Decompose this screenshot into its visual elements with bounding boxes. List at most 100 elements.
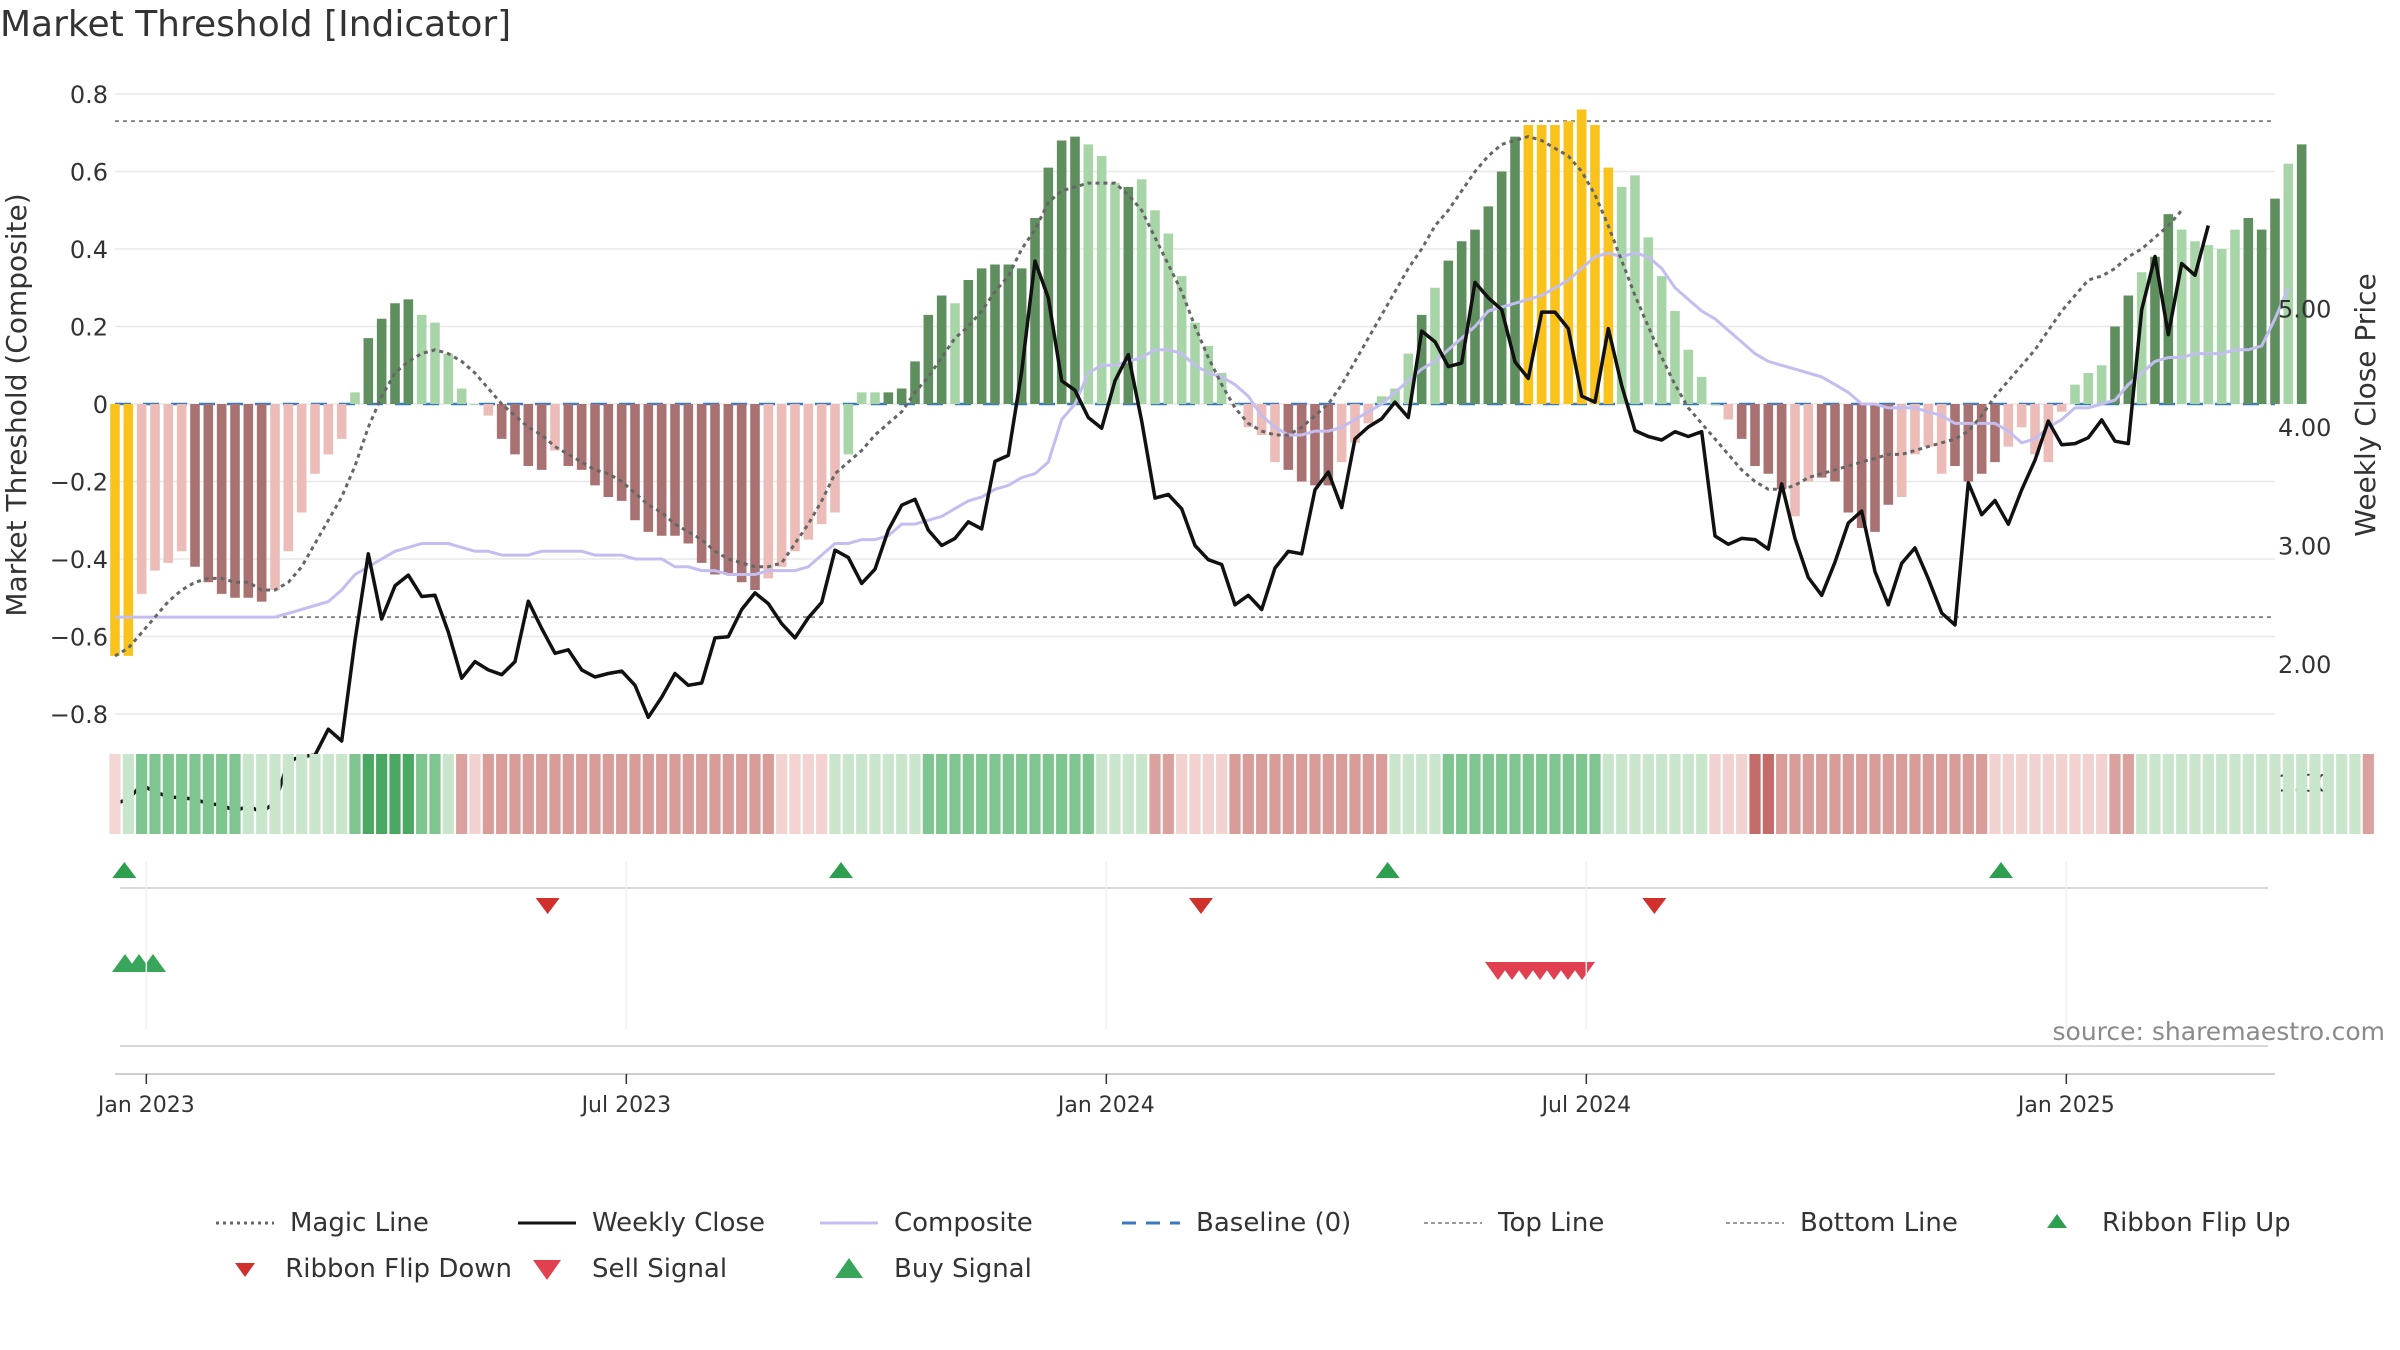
ribbon-cell (122, 754, 134, 834)
ribbon-cell (1642, 754, 1654, 834)
legend-item-ribbon-flip-down: Ribbon Flip Down (210, 1254, 512, 1284)
composite-bar (2283, 163, 2294, 404)
ribbon-cell (2149, 754, 2161, 834)
ribbon-cell (1162, 754, 1174, 834)
ribbon-cell (1696, 754, 1708, 834)
ribbon-cell (1669, 754, 1681, 834)
ribbon-cell (1269, 754, 1281, 834)
ribbon-cell (2189, 754, 2201, 834)
ribbon-cell (1002, 754, 1014, 834)
ribbon-cell (842, 754, 854, 834)
composite-bar (2216, 249, 2227, 404)
sell-signal-marker (1569, 962, 1595, 980)
ribbon-cell (1482, 754, 1494, 834)
legend-label: Ribbon Flip Up (2102, 1208, 2291, 1238)
composite-bar (923, 314, 934, 404)
ribbon-cell (1562, 754, 1574, 834)
dashed-line-icon (1116, 1208, 1186, 1238)
ribbon-cell (656, 754, 668, 834)
legend-label: Top Line (1498, 1208, 1605, 1238)
composite-bar (1856, 404, 1867, 528)
composite-bar (2190, 241, 2200, 404)
ribbon-cell (376, 754, 388, 834)
ribbon-cell (576, 754, 588, 834)
y-tick-label-right: 4.00 (2278, 414, 2331, 442)
composite-bar (283, 404, 294, 552)
composite-bar (1416, 314, 1427, 404)
ribbon-cell (296, 754, 308, 834)
ribbon-cell (2109, 754, 2121, 834)
legend-item-buy-signal: Buy Signal (814, 1254, 1116, 1284)
ribbon-cell (2229, 754, 2241, 834)
composite-bar (1030, 218, 1040, 404)
ribbon-cell (1376, 754, 1388, 834)
composite-bar (1150, 210, 1160, 404)
ribbon-cell (1122, 754, 1134, 834)
ribbon-cell (1456, 754, 1468, 834)
ribbon-flip-up-marker (1989, 862, 2013, 878)
ribbon-cell (389, 754, 401, 834)
composite-bar (2070, 384, 2080, 404)
composite-bar (1550, 125, 1560, 404)
ribbon-cell (2042, 754, 2054, 834)
composite-bar (536, 404, 547, 470)
ribbon-cell (949, 754, 961, 834)
ribbon-cell (1336, 754, 1348, 834)
composite-bar (163, 404, 174, 563)
composite-bar (990, 264, 1000, 404)
ribbon-cell (1896, 754, 1908, 834)
ribbon-cell (429, 754, 441, 834)
composite-bar (2003, 404, 2014, 447)
legend-label: Weekly Close (592, 1208, 765, 1238)
ribbon-cell (2096, 754, 2108, 834)
composite-bar (816, 404, 827, 525)
composite-bar (1136, 179, 1147, 404)
ribbon-flip-panel (112, 862, 2268, 914)
composite-bars (110, 109, 2307, 656)
legend-label: Sell Signal (592, 1254, 728, 1284)
ribbon-cell (1922, 754, 1934, 834)
composite-bar (270, 404, 280, 590)
composite-bar (363, 338, 374, 404)
composite-bar (1376, 396, 1387, 404)
ribbon-cell (1296, 754, 1308, 834)
ribbon-cell (2082, 754, 2094, 834)
composite-bar (2176, 229, 2187, 404)
ribbon-cell (522, 754, 534, 834)
composite-bar (150, 404, 160, 571)
composite-bar (376, 318, 387, 404)
composite-bar (2296, 144, 2307, 404)
ribbon-cell (362, 754, 374, 834)
ribbon-cell (496, 754, 508, 834)
ribbon-cell (189, 754, 201, 834)
composite-bar (230, 404, 240, 598)
composite-bar (1910, 404, 1920, 455)
composite-bar (2030, 404, 2040, 455)
composite-bar (1643, 237, 1654, 404)
ribbon-cell (482, 754, 494, 834)
ribbon-cell (2136, 754, 2148, 834)
composite-bar (830, 404, 840, 513)
x-tick-label: Jul 2024 (1540, 1093, 1632, 1118)
ribbon-cell (2056, 754, 2068, 834)
composite-bar (1523, 125, 1534, 404)
composite-bar (136, 404, 147, 594)
composite-bar (656, 404, 667, 536)
ribbon-cell (2162, 754, 2174, 834)
ribbon-cell (136, 754, 148, 834)
ribbon-cell (1309, 754, 1321, 834)
y-tick-label-left: 0.2 (70, 314, 108, 342)
composite-bar (803, 404, 814, 540)
triangle-down-icon (512, 1254, 582, 1284)
composite-bar (1790, 404, 1800, 517)
ribbon-cell (629, 754, 641, 834)
ribbon-cell (1176, 754, 1188, 834)
composite-bar (603, 404, 614, 497)
legend-item-top-line: Top Line (1418, 1208, 1720, 1238)
ribbon-cell (882, 754, 894, 834)
composite-bar (856, 392, 867, 404)
legend-row-2: Ribbon Flip Down Sell Signal Buy Signal (210, 1246, 2360, 1292)
ribbon-cell (256, 754, 268, 834)
composite-bar (390, 303, 400, 404)
ribbon-cell (802, 754, 814, 834)
